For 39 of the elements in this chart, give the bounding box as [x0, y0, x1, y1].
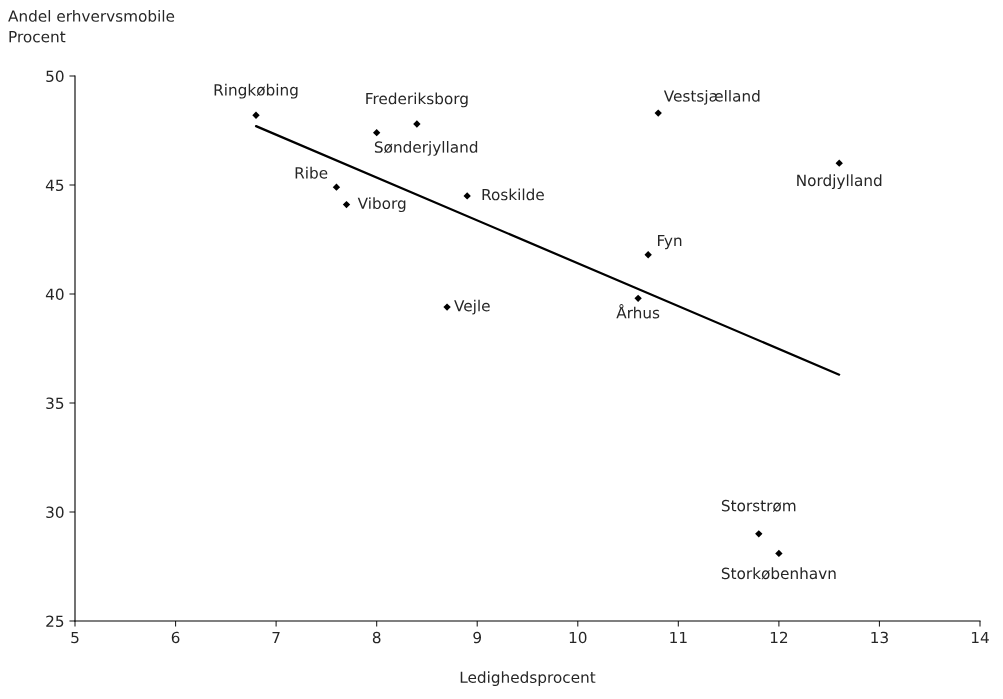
point	[332, 183, 341, 191]
x-tick-label: 13	[871, 631, 888, 644]
x-tick-label: 14	[971, 631, 989, 644]
annotation: Sønderjylland	[374, 141, 478, 156]
annotation: Vejle	[454, 299, 490, 315]
y-tick-label: 35	[46, 397, 64, 410]
point	[835, 159, 843, 167]
y-tick-label: 50	[46, 70, 64, 83]
point	[634, 294, 642, 303]
annotation: Vestsjælland	[663, 89, 760, 105]
y-tick-label: 45	[45, 179, 64, 192]
annotation: Nordjylland	[797, 174, 882, 190]
annotation: Ringkøbing	[214, 83, 298, 99]
point	[775, 549, 783, 558]
annotation: Viborg	[357, 197, 406, 213]
x-tick-label: 10	[569, 631, 587, 644]
annotation: Ribe	[295, 166, 328, 179]
x-tick-label: 9	[473, 631, 482, 644]
annotation: Århus	[616, 304, 660, 319]
y-axis-title: Andel erhvervsmobile Procent	[8, 10, 175, 43]
point	[644, 251, 652, 259]
point	[755, 530, 763, 538]
point	[342, 200, 351, 209]
y-tick-label: 30	[46, 506, 64, 519]
y-tick-label: 25	[46, 615, 64, 628]
y-tick-label: 40	[45, 288, 64, 301]
annotation: Frederiksborg	[366, 92, 468, 108]
annotation: Fyn	[658, 234, 682, 250]
x-tick-label: 7	[272, 631, 280, 644]
x-tick-label: 5	[71, 631, 79, 644]
annotation: Storstrøm	[721, 499, 796, 512]
x-tick-label: 12	[770, 631, 788, 644]
annotation: Roskilde	[482, 188, 544, 201]
point	[372, 129, 381, 137]
x-axis-title: Ledighedsprocent	[460, 671, 596, 686]
x-tick-label: 11	[670, 631, 687, 644]
annotation: Storkøbenhavn	[721, 567, 836, 580]
x-tick-label: 8	[372, 631, 381, 644]
x-tick-label: 6	[171, 631, 180, 644]
